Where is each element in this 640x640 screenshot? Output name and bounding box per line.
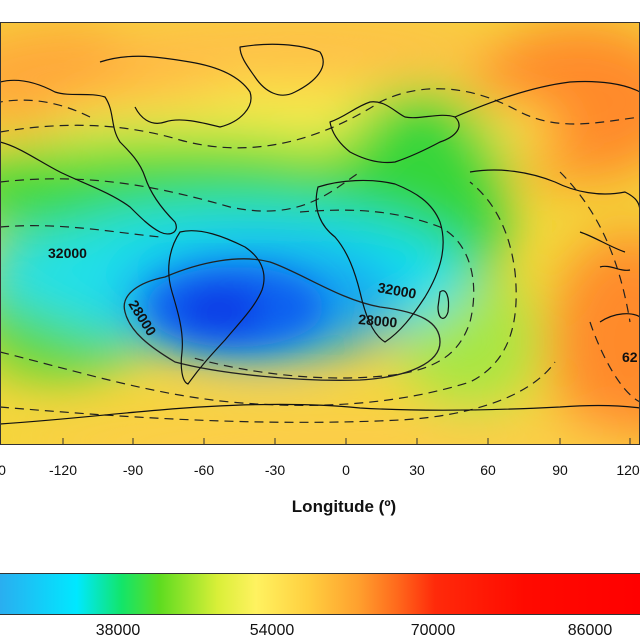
core-contours xyxy=(123,258,441,381)
x-tick-label: -30 xyxy=(264,462,286,478)
x-tick-label: -90 xyxy=(122,462,144,478)
field-map: 32000 32000 28000 28000 62 xyxy=(0,22,640,445)
intensity-field xyxy=(0,22,640,445)
contour-label: 62 xyxy=(622,349,638,365)
x-axis-label: Longitude (º) xyxy=(291,497,397,516)
colorbar-tick-label: 54000 xyxy=(249,622,295,639)
colorbar-tick-label: 70000 xyxy=(410,622,456,639)
x-tick-marks xyxy=(0,438,631,445)
x-tick-label: 120 xyxy=(616,462,640,478)
x-tick-label: 90 xyxy=(552,462,568,478)
colorbar xyxy=(0,573,640,615)
colorbar-tick-label: 38000 xyxy=(95,622,141,639)
map-panel: 32000 32000 28000 28000 62 xyxy=(0,22,640,445)
x-tick-label: 60 xyxy=(480,462,496,478)
coastlines xyxy=(0,43,640,425)
x-tick-label: 30 xyxy=(409,462,425,478)
x-tick-label: -60 xyxy=(193,462,215,478)
x-tick-label: 0 xyxy=(342,462,350,478)
contour-lines xyxy=(0,88,640,423)
x-tick-label: -120 xyxy=(48,462,78,478)
contour-label: 32000 xyxy=(376,279,417,302)
colorbar-tick-label: 86000 xyxy=(567,622,613,639)
x-tick-label: 0 xyxy=(0,462,6,478)
anomaly-core xyxy=(145,267,325,347)
contour-label: 28000 xyxy=(358,311,398,330)
contour-label: 32000 xyxy=(48,245,87,261)
